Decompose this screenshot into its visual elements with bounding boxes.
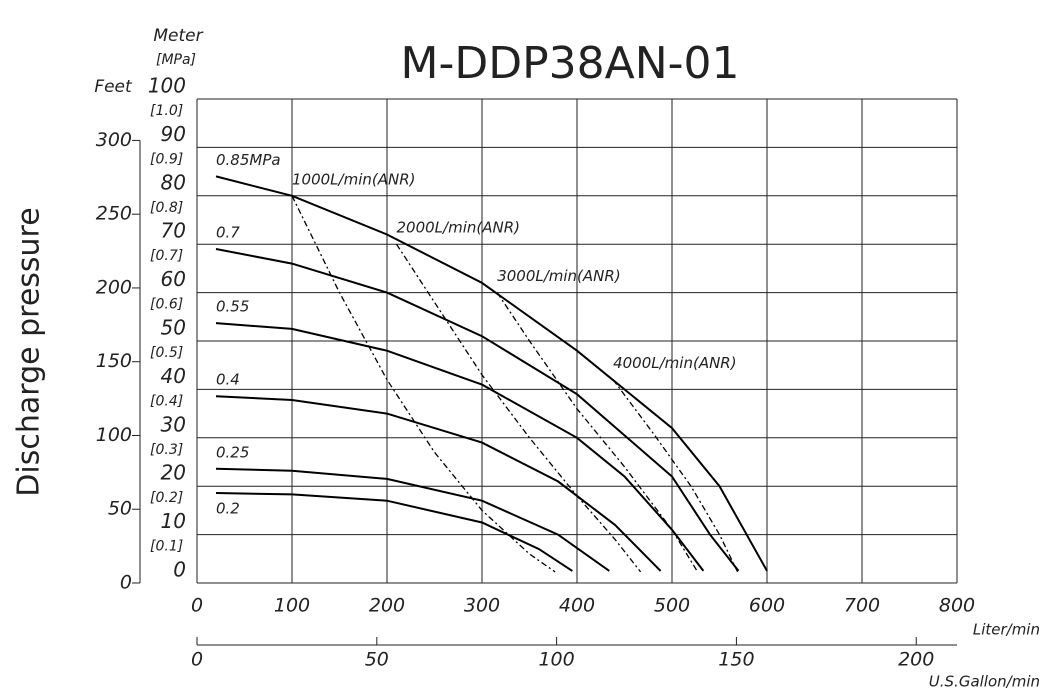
- y-tick-label: 80: [161, 170, 186, 194]
- x-tick-label: 200: [369, 595, 405, 617]
- x2-tick-label: 0: [191, 649, 203, 671]
- x2-axis-label: U.S.Gallon/min: [929, 673, 1040, 691]
- y-tick-label: 0: [173, 558, 186, 582]
- curve: [215, 467, 610, 572]
- series-label: 0.2: [216, 499, 240, 517]
- y2-tick-label: [0.4]: [150, 393, 183, 409]
- x-tick-label: 600: [749, 595, 785, 617]
- y2-tick-label: [0.5]: [150, 345, 183, 361]
- curve: [215, 322, 705, 572]
- x-tick-label: 400: [559, 595, 595, 617]
- y-tick-label: 100: [148, 74, 186, 98]
- y3-tick-label: 100: [96, 424, 132, 446]
- y-tick-label: 60: [161, 267, 186, 291]
- x-tick-label: 500: [654, 595, 690, 617]
- y-tick-label: 10: [161, 509, 186, 533]
- series-label: 0.85MPa: [216, 151, 281, 169]
- y2-tick-label: [1.0]: [150, 103, 183, 119]
- y3-tick-label: 50: [108, 498, 132, 520]
- curve: [215, 395, 662, 572]
- x-tick-label: 800: [939, 595, 975, 617]
- y-unit-feet: Feet: [94, 77, 133, 97]
- x-tick-label: 300: [464, 595, 500, 617]
- series-label: 4000L/min(ANR): [613, 354, 736, 372]
- y2-tick-label: [0.7]: [150, 248, 183, 264]
- curve: [215, 248, 740, 572]
- y2-tick-label: [0.6]: [150, 297, 183, 313]
- y2-tick-label: [0.1]: [150, 539, 183, 555]
- y-tick-label: 20: [161, 461, 186, 485]
- series-label: 2000L/min(ANR): [397, 219, 520, 237]
- y3-tick-label: 200: [96, 276, 132, 298]
- x-axis-label: Liter/min: [973, 621, 1040, 639]
- series-label: 1000L/min(ANR): [292, 170, 415, 188]
- y3-tick-label: 150: [96, 350, 132, 372]
- y-axis-label: Discharge pressure: [12, 207, 47, 496]
- y-tick-label: 30: [161, 412, 186, 436]
- y-tick-label: 40: [161, 364, 186, 388]
- y2-tick-label: [0.3]: [150, 442, 183, 458]
- curve: [215, 175, 768, 572]
- x2-tick-label: 100: [538, 649, 574, 671]
- curve: [215, 492, 573, 572]
- series-label: 0.55: [216, 298, 249, 316]
- y2-tick-label: [0.9]: [150, 151, 183, 167]
- x2-tick-label: 200: [898, 649, 934, 671]
- y3-tick-label: 0: [120, 572, 132, 594]
- y2-tick-label: [0.8]: [150, 200, 183, 216]
- y2-tick-label: [0.2]: [150, 490, 183, 506]
- curve: [612, 379, 739, 573]
- y-tick-label: 50: [161, 316, 186, 340]
- y-tick-label: 90: [161, 122, 186, 146]
- y-unit-mpa: [MPa]: [156, 52, 196, 68]
- x2-tick-label: 50: [365, 649, 389, 671]
- y-unit: Meter: [153, 26, 203, 46]
- y-tick-label: 70: [161, 219, 186, 243]
- curve: [496, 292, 699, 573]
- curve: [291, 195, 556, 573]
- x2-tick-label: 150: [718, 649, 754, 671]
- curve: [395, 243, 642, 573]
- series-label: 0.7: [216, 224, 240, 242]
- series-label: 3000L/min(ANR): [497, 267, 620, 285]
- x-tick-label: 0: [191, 595, 203, 617]
- series-label: 0.4: [216, 371, 240, 389]
- chart-title: M-DDP38AN-01: [400, 38, 739, 89]
- series-label: 0.25: [216, 443, 249, 461]
- x-tick-label: 100: [274, 595, 310, 617]
- y3-tick-label: 300: [96, 129, 132, 151]
- y3-tick-label: 250: [96, 203, 132, 225]
- x-tick-label: 700: [844, 595, 880, 617]
